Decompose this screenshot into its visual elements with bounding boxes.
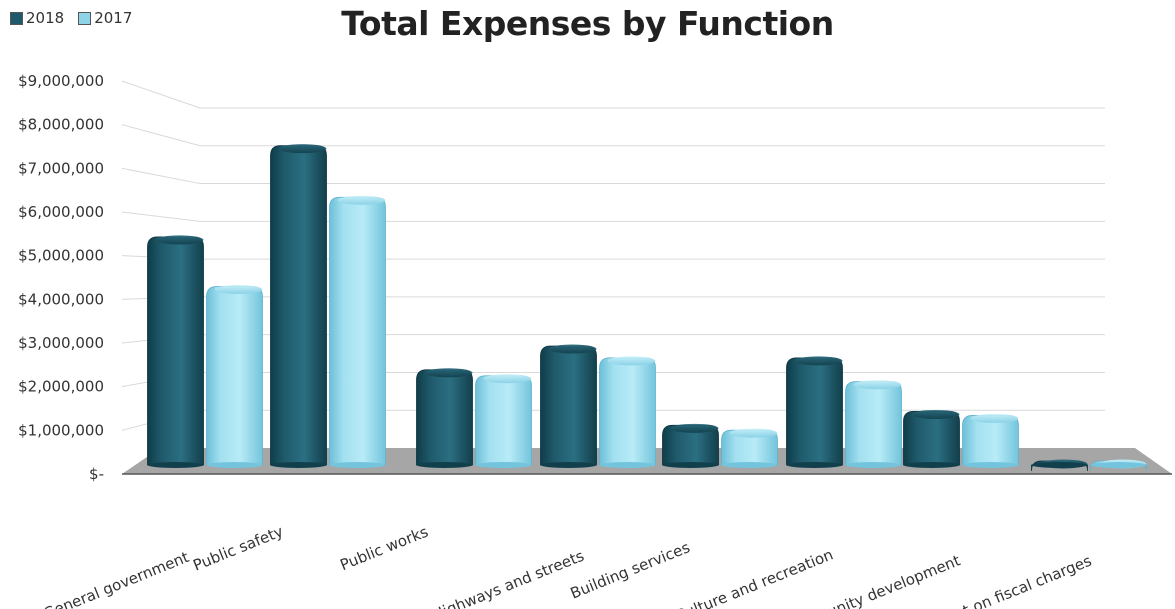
y-tick-label: $7,000,000 (18, 159, 104, 177)
bar-2018-0 (147, 235, 204, 468)
bar-2017-5 (845, 380, 902, 468)
y-tick-label: $8,000,000 (18, 116, 104, 134)
legend-label-2018: 2018 (26, 9, 65, 27)
legend-item-2018: 2018 (10, 9, 64, 27)
bar-2017-0 (206, 285, 263, 468)
gridline-slant (121, 124, 201, 147)
x-tick-label: Building services (568, 538, 693, 602)
gridline-slant (121, 80, 201, 109)
x-tick-label: Highways and streets (430, 547, 587, 609)
legend-swatch-2017 (78, 11, 92, 25)
chart-title: Total Expenses by Function (341, 4, 834, 43)
gridline-slant (121, 167, 201, 185)
bar-2018-1 (270, 144, 327, 468)
x-tick-label: Public works (338, 522, 431, 574)
x-tick-label: Public safety (191, 522, 286, 574)
y-tick-label: $6,000,000 (18, 203, 104, 221)
bar-2018-5 (786, 356, 843, 468)
bar-2018-6 (903, 409, 960, 468)
bar-2017-7 (1090, 459, 1147, 472)
bar-2017-1 (329, 195, 386, 468)
bar-2018-2 (416, 368, 473, 468)
bar-2018-7 (1031, 459, 1088, 472)
x-tick-label: General government (41, 548, 192, 609)
y-tick-label: $3,000,000 (18, 334, 104, 352)
y-tick-label: $4,000,000 (18, 290, 104, 308)
y-tick-label: $9,000,000 (18, 72, 104, 90)
legend-label-2017: 2017 (94, 9, 133, 27)
x-tick-label: Culture and recreation (673, 545, 836, 609)
gridline-slant (121, 211, 201, 222)
y-tick-label: $- (89, 465, 104, 483)
y-tick-label: $2,000,000 (18, 378, 104, 396)
y-tick-label: $5,000,000 (18, 247, 104, 265)
legend-item-2017: 2017 (78, 9, 132, 27)
bar-2017-3 (599, 356, 656, 468)
legend-swatch-2018 (10, 11, 23, 25)
bar-2017-6 (962, 413, 1019, 468)
bar-2018-4 (662, 423, 719, 468)
bar-2018-3 (540, 344, 597, 468)
bar-2017-4 (721, 428, 778, 468)
y-tick-label: $1,000,000 (18, 421, 104, 439)
legend: 2018 2017 (10, 9, 132, 27)
bar-2017-2 (475, 374, 532, 468)
